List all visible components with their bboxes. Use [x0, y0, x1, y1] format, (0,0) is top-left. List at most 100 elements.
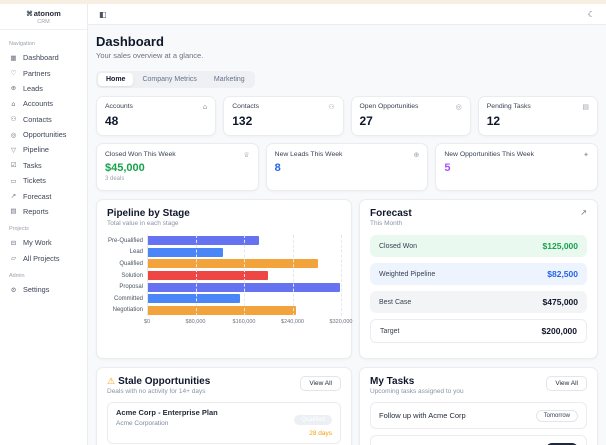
- sidebar-item-all-projects[interactable]: ▱ All Projects: [9, 251, 78, 266]
- chart-category-label: Qualified: [119, 260, 143, 267]
- forecast-value: $82,500: [547, 269, 578, 279]
- sidebar-item-opportunities[interactable]: ◎ Opportunities: [9, 127, 78, 142]
- forecast-value: $125,000: [542, 241, 578, 251]
- chart-row-negotiation: Negotiation: [107, 305, 341, 317]
- tab-company-metrics[interactable]: Company Metrics: [142, 76, 197, 83]
- chart-bar-committed: [147, 294, 241, 304]
- trend-up-icon: ↗: [580, 208, 587, 217]
- sidebar-item-accounts[interactable]: ⌂ Accounts: [9, 96, 78, 111]
- chart-category-label: Committed: [113, 295, 143, 302]
- pipeline-chart-card: Pipeline by Stage Total value in each st…: [96, 199, 352, 359]
- stat-card-open-opportunities: Open Opportunities ◎ 27: [350, 96, 471, 136]
- stage-badge: Qualified: [294, 415, 332, 425]
- task-item[interactable]: Follow up with Acme Corp Tomorrow: [370, 402, 587, 429]
- week-subtext: 3 deals: [105, 176, 125, 182]
- chart-gridline: [147, 235, 148, 317]
- week-stat-cards: Closed Won This Week ♕ $45,000 3 deals New L…: [96, 143, 598, 191]
- user-plus-icon: ⊕: [10, 84, 17, 93]
- chart-gridline: [292, 235, 294, 317]
- pipeline-title: Pipeline by Stage: [107, 208, 190, 219]
- forecast-value: $200,000: [541, 326, 577, 336]
- sidebar-item-label: All Projects: [23, 253, 60, 263]
- sidebar-item-settings[interactable]: ⚙ Settings: [9, 282, 78, 297]
- page-title: Dashboard: [96, 34, 164, 49]
- opportunity-title: Acme Corp - Enterprise Plan: [116, 408, 218, 417]
- stat-label: New Leads This Week: [274, 151, 343, 158]
- tasks-title: My Tasks: [370, 376, 415, 387]
- forecast-row-target: Target $200,000: [370, 319, 587, 343]
- forecast-label: Target: [380, 327, 400, 335]
- stale-days: 28 days: [309, 429, 332, 437]
- sidebar-nav: Navigation ▦ Dashboard ♡ Partners ⊕ Leads ⌂ Acco…: [0, 30, 87, 301]
- forecast-value: $475,000: [542, 297, 578, 307]
- chart-category-label: Proposal: [119, 284, 143, 291]
- tab-home[interactable]: Home: [98, 73, 134, 86]
- logo-subtext: CRM: [37, 19, 50, 25]
- forecast-subtitle: This Month: [370, 220, 403, 227]
- sidebar-item-label: Tickets: [23, 176, 46, 186]
- stat-cards: Accounts ⌂ 48 Contacts ⚇ 132 Open Opportunitie…: [96, 96, 598, 136]
- logo-icon: ⌘: [26, 10, 33, 18]
- chart-bar-pre-qualified: [147, 236, 260, 246]
- stale-opportunity-item[interactable]: Acme Corp - Enterprise Plan Acme Corporat…: [107, 402, 341, 444]
- theme-toggle-icon[interactable]: ☾: [587, 9, 595, 19]
- forecast-card: Forecast This Month ↗ Closed Won $125,000…: [359, 199, 598, 359]
- chart-tick-label: $320,000: [329, 319, 353, 326]
- stale-view-all-button[interactable]: View All: [300, 376, 341, 391]
- trend-icon: ↗: [10, 192, 17, 201]
- sidebar-item-dashboard[interactable]: ▦ Dashboard: [9, 50, 78, 65]
- tab-marketing[interactable]: Marketing: [213, 76, 245, 83]
- sidebar-item-contacts[interactable]: ⚇ Contacts: [9, 112, 78, 127]
- pipeline-x-axis: $0 $80,000 $160,000 $240,000 $320,000: [107, 319, 353, 328]
- sidebar-item-leads[interactable]: ⊕ Leads: [9, 81, 78, 96]
- building-icon: ⌂: [11, 99, 16, 108]
- target-icon: ◎: [455, 103, 462, 111]
- sidebar-toggle-icon[interactable]: ◧: [99, 9, 107, 19]
- users-icon: ⚇: [328, 103, 335, 111]
- sidebar-item-reports[interactable]: ▤ Reports: [9, 204, 78, 219]
- page-subtitle: Your sales overview at a glance.: [96, 51, 204, 60]
- dashboard-content: Dashboard Your sales overview at a glanc…: [88, 25, 606, 445]
- stale-opportunities-card: ⚠ Stale Opportunities Deals with no activ…: [96, 367, 352, 445]
- stat-value: 27: [359, 114, 373, 128]
- sidebar-item-tickets[interactable]: ▭ Tickets: [9, 173, 78, 188]
- sidebar-item-label: Reports: [23, 206, 49, 216]
- chart-category-label: Solution: [121, 272, 143, 279]
- chart-gridline: [341, 235, 342, 317]
- folder-icon: ▱: [11, 254, 16, 263]
- opportunity-company: Acme Corporation: [116, 419, 169, 427]
- sidebar-item-forecast[interactable]: ↗ Forecast: [9, 188, 78, 203]
- stat-label: Pending Tasks: [486, 103, 531, 110]
- check-square-icon: ☑: [10, 161, 17, 170]
- week-card-new-opportunities-this-week: New Opportunities This Week ✦ 5: [435, 143, 598, 191]
- forecast-rows: Closed Won $125,000 Weighted Pipeline $82,5…: [370, 235, 587, 343]
- tasks-subtitle: Upcoming tasks assigned to you: [370, 388, 464, 395]
- forecast-row-best-case: Best Case $475,000: [370, 291, 587, 313]
- sidebar-item-label: Tasks: [23, 160, 42, 170]
- briefcase-icon: ⊟: [10, 238, 17, 247]
- task-item[interactable]: Prepare proposal for TechFlowToday: [370, 435, 587, 445]
- sidebar-item-partners[interactable]: ♡ Partners: [9, 65, 78, 80]
- logo: ⌘atonom CRM: [0, 4, 87, 30]
- sidebar-item-label: Pipeline: [23, 145, 49, 155]
- sidebar-item-tasks[interactable]: ☑ Tasks: [9, 158, 78, 173]
- tasks-view-all-button[interactable]: View All: [546, 376, 587, 391]
- sidebar: ⌘atonom CRM Navigation ▦ Dashboard ♡ Partner…: [0, 4, 88, 445]
- stat-value: 12: [486, 114, 501, 128]
- clipboard-icon: ▤: [582, 103, 589, 111]
- sidebar-item-label: Settings: [23, 285, 50, 295]
- forecast-title: Forecast: [370, 208, 412, 219]
- chart-row-proposal: Proposal: [107, 281, 341, 293]
- forecast-label: Best Case: [379, 298, 412, 306]
- sidebar-item-pipeline[interactable]: ▽ Pipeline: [9, 142, 78, 157]
- sidebar-item-label: Accounts: [23, 99, 54, 109]
- week-value: 8: [274, 162, 281, 174]
- sidebar-item-label: Partners: [23, 68, 51, 78]
- stat-label: Contacts: [232, 103, 260, 110]
- chart-bar-negotiation: [147, 305, 297, 315]
- target-icon: ◎: [10, 130, 17, 139]
- sidebar-item-my-work[interactable]: ⊟ My Work: [9, 235, 78, 250]
- my-tasks-card: My Tasks Upcoming tasks assigned to you …: [359, 367, 598, 445]
- stat-label: Accounts: [105, 103, 133, 110]
- sidebar-item-label: Dashboard: [23, 53, 59, 63]
